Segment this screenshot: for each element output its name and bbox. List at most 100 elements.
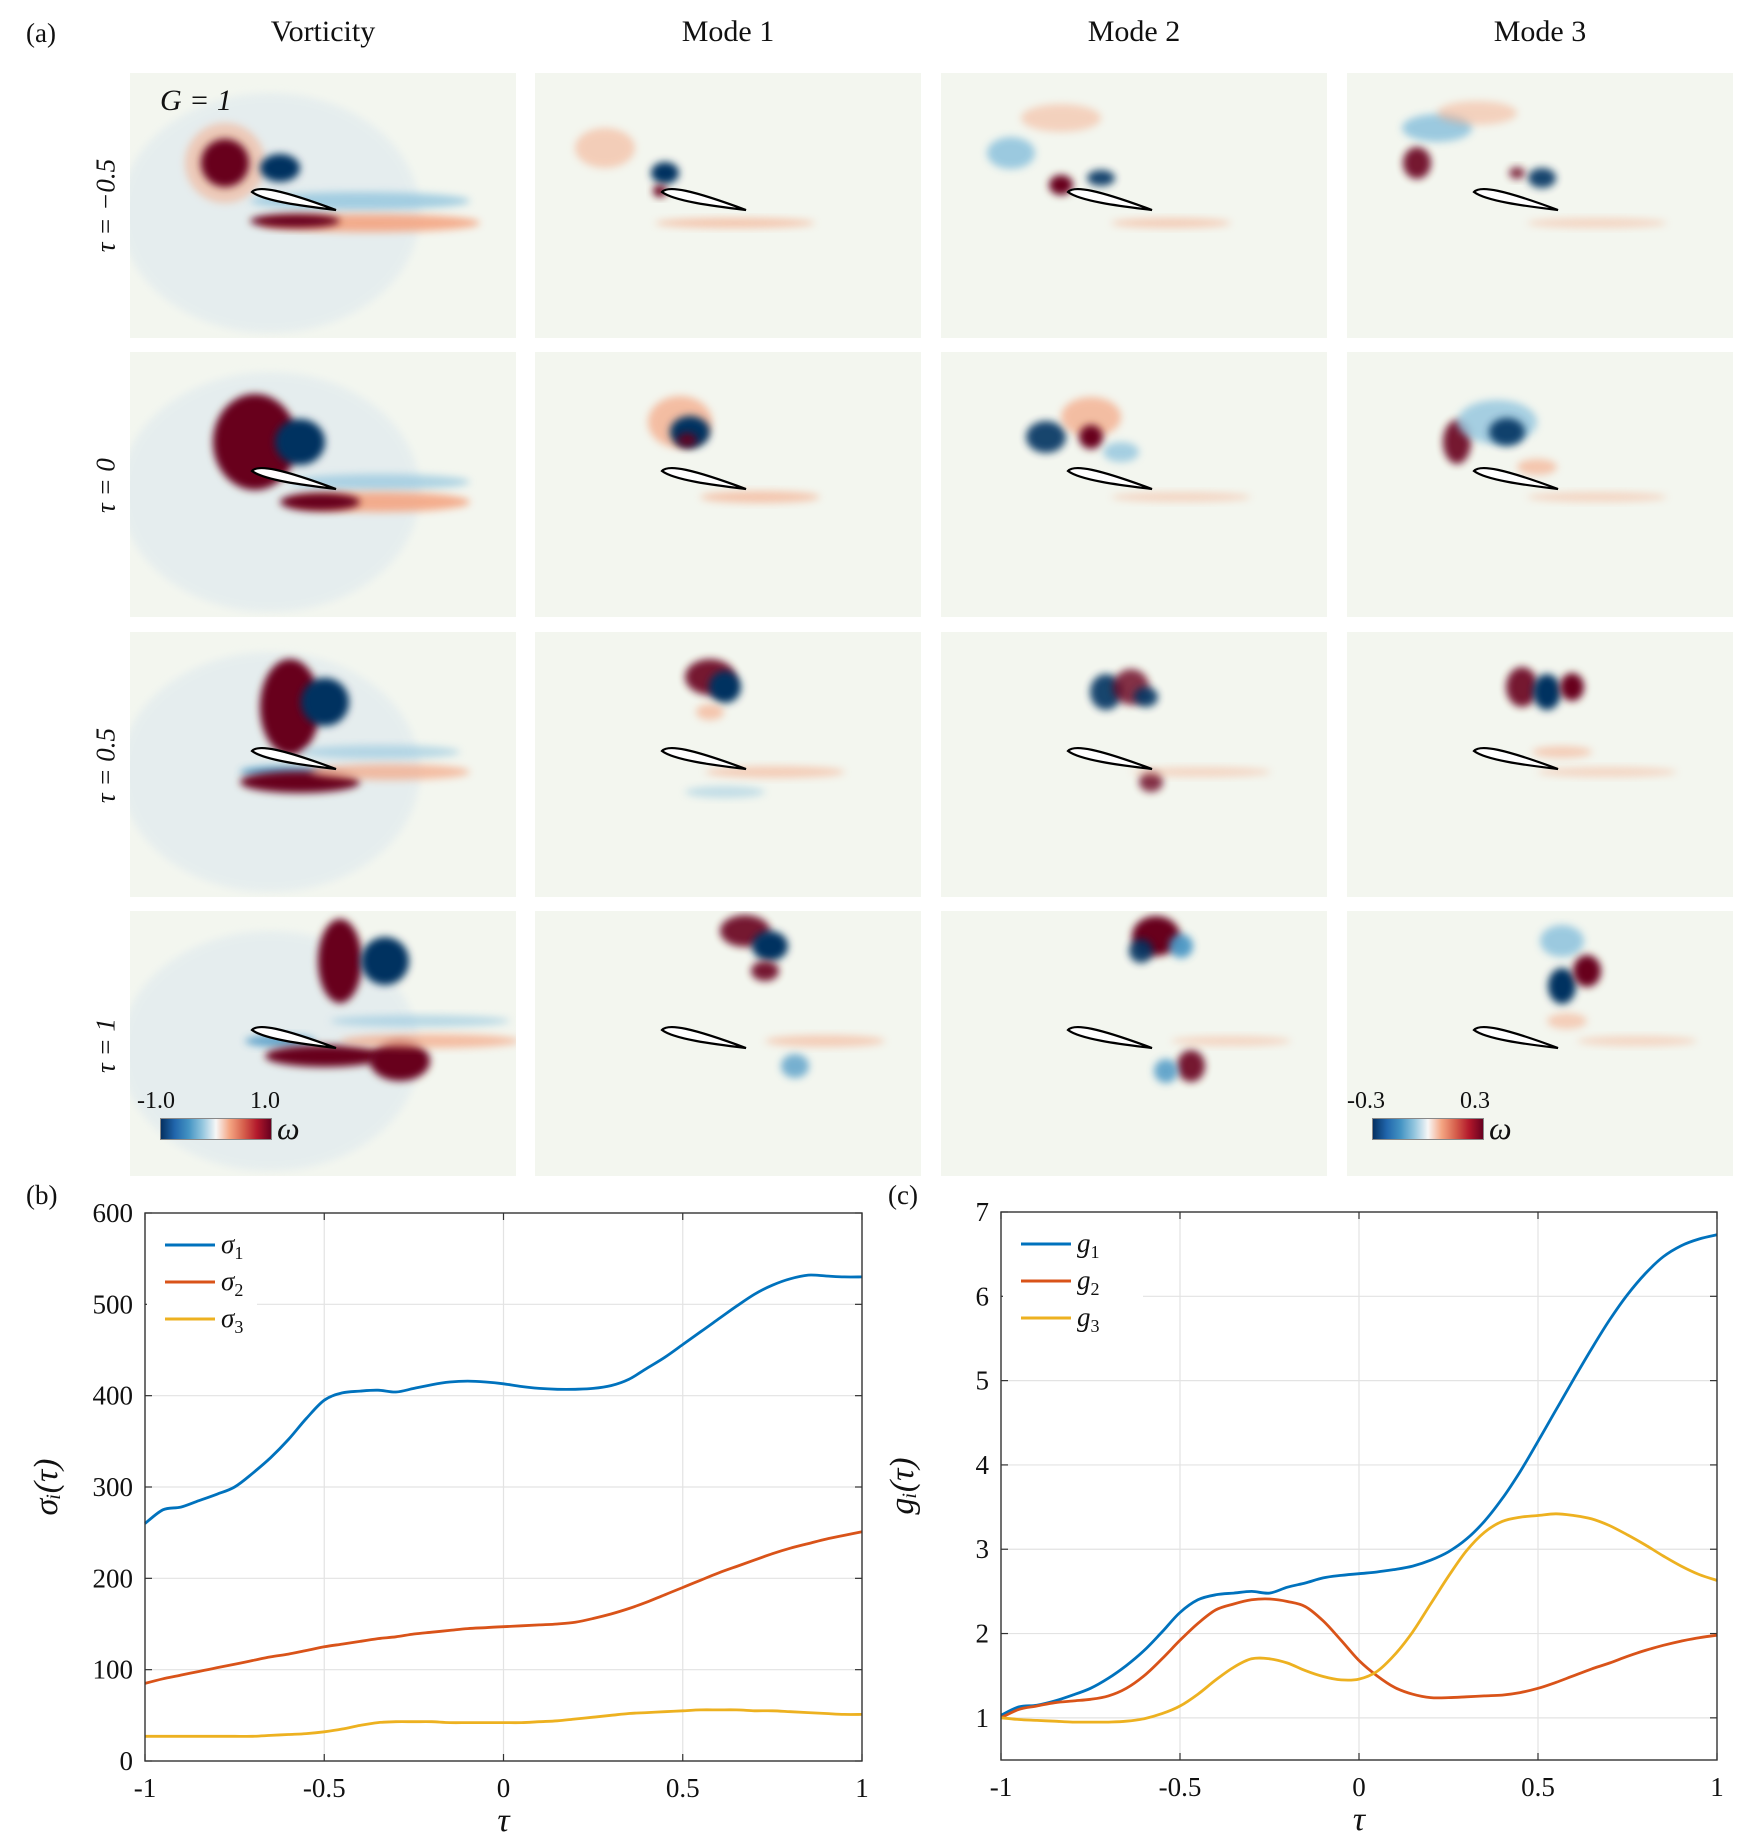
- x-tick-label: -1: [990, 1772, 1013, 1802]
- vortex-blob: [1131, 767, 1271, 777]
- vortex-blob: [1111, 492, 1251, 502]
- vortex-blob: [330, 1015, 510, 1027]
- field-panel-mode-3-tau-neg-0-5: [1347, 73, 1733, 338]
- vortex-blob: [1532, 746, 1592, 758]
- y-tick-label: 500: [93, 1289, 134, 1319]
- legend-label-σ2: σ2: [221, 1266, 243, 1300]
- vortex-blob: [700, 491, 820, 503]
- y-axis-label: gᵢ(τ): [884, 1457, 921, 1514]
- vortex-blob: [575, 128, 635, 168]
- series-line-σ3: [145, 1708, 863, 1738]
- field-panel-mode-1-tau-0: [535, 352, 921, 617]
- x-tick-label: -0.5: [303, 1773, 346, 1803]
- row-label-tau-0-5: τ = 0.5: [90, 727, 121, 804]
- vortex-blob: [1547, 1013, 1587, 1029]
- field-panel-mode-1-tau-neg-0-5: [535, 73, 921, 338]
- y-tick-label: 300: [93, 1472, 134, 1502]
- vortex-blob: [1087, 170, 1115, 186]
- axes-frame: [1000, 1211, 1718, 1761]
- field-panel-vorticity-tau-0-5: [130, 632, 516, 897]
- y-tick-label: 7: [976, 1197, 990, 1227]
- series-line-σ2: [144, 1530, 863, 1685]
- airfoil: [660, 466, 747, 491]
- axes-frame: [144, 1212, 863, 1762]
- field-panel-mode-2-tau-neg-0-5: [941, 73, 1327, 338]
- column-title-mode-3: Mode 3: [1493, 15, 1587, 48]
- vortex-blob: [280, 493, 360, 511]
- vortex-blob: [781, 1054, 809, 1078]
- vortex-blob: [300, 745, 460, 759]
- y-tick-label: 3: [976, 1534, 990, 1564]
- vortex-blob: [696, 704, 724, 720]
- legend-box: [1003, 1214, 1143, 1326]
- vortex-blob: [265, 1045, 385, 1067]
- vortex-blob: [1527, 492, 1667, 502]
- vortex-blob: [1540, 925, 1584, 957]
- column-title-vorticity: Vorticity: [270, 15, 376, 48]
- field-panel-vorticity-tau-0: [130, 352, 516, 617]
- vortex-blob: [1139, 772, 1163, 792]
- vortex-blob: [1154, 1059, 1178, 1083]
- field-panel-vorticity-tau-neg-0-5: [130, 73, 516, 338]
- vortex-blob: [361, 937, 409, 985]
- colorbar-symbol: ω: [1489, 1110, 1512, 1146]
- vortex-blob: [370, 1041, 430, 1081]
- x-tick-label: 0.5: [1521, 1772, 1555, 1802]
- vortex-blob: [310, 764, 470, 780]
- field-panel-vorticity-tau-1: [130, 911, 516, 1176]
- row-label-tau-1: τ = 1: [90, 1018, 121, 1073]
- x-tick-label: -0.5: [1159, 1772, 1202, 1802]
- x-tick-label: 0: [1352, 1772, 1366, 1802]
- x-axis-label: τ: [1353, 1801, 1367, 1833]
- x-axis-label: τ: [497, 1802, 511, 1833]
- field-panel-mode-1-tau-1: [535, 911, 921, 1176]
- vortex-blob: [987, 137, 1035, 169]
- field-panel-mode-3-tau-0-5: [1347, 632, 1733, 897]
- airfoil: [660, 187, 747, 212]
- airfoil: [660, 746, 747, 771]
- vortex-blob: [1537, 767, 1677, 777]
- vortex-blob: [340, 1034, 516, 1048]
- x-tick-label: 1: [855, 1773, 869, 1803]
- vortex-blob: [213, 394, 297, 490]
- vortex-blob: [290, 474, 470, 490]
- column-title-mode-2: Mode 2: [1087, 15, 1181, 48]
- airfoil: [1066, 746, 1153, 771]
- x-tick-label: 1: [1710, 1772, 1724, 1802]
- vortex-blob: [1573, 955, 1601, 987]
- airfoil: [250, 187, 337, 212]
- colorbar-min-label: -0.3: [1347, 1088, 1385, 1114]
- vortex-blob: [201, 139, 249, 187]
- vortex-blob: [1134, 687, 1158, 707]
- field-panel-mode-1-tau-0-5: [535, 632, 921, 897]
- legend-label-g3: g3: [1077, 1302, 1100, 1336]
- x-tick-label: 0.5: [666, 1773, 700, 1803]
- field-panel-mode-2-tau-0: [941, 352, 1327, 617]
- legend-box: [147, 1215, 257, 1327]
- vortex-blob: [1177, 1050, 1205, 1082]
- y-tick-label: 100: [93, 1655, 134, 1685]
- airfoil: [1066, 466, 1153, 491]
- field-panel-mode-2-tau-1: [941, 911, 1327, 1176]
- colorbar-symbol: ω: [277, 1110, 300, 1146]
- vortex-blob: [705, 766, 845, 778]
- vortex-blob: [655, 218, 815, 228]
- colorbar-gradient: [1372, 1118, 1484, 1140]
- row-label-tau-neg-0-5: τ = −0.5: [90, 158, 121, 253]
- colorbar-min-label: -1.0: [137, 1088, 175, 1114]
- y-tick-label: 400: [93, 1381, 134, 1411]
- panel-c-label: (c): [888, 1180, 918, 1210]
- vortex-blob: [260, 154, 300, 182]
- x-tick-label: 0: [497, 1773, 511, 1803]
- y-tick-label: 600: [93, 1198, 134, 1228]
- vortex-blob: [275, 419, 325, 465]
- legend-label-g2: g2: [1077, 1265, 1100, 1299]
- vortex-blob: [301, 678, 349, 726]
- vortex-blob: [1049, 175, 1073, 195]
- vortex-blob: [1506, 667, 1538, 707]
- airfoil: [1066, 187, 1153, 212]
- legend-label-σ1: σ1: [221, 1229, 243, 1263]
- panel-a-label: (a): [26, 18, 56, 48]
- panel-b-label: (b): [26, 1180, 58, 1210]
